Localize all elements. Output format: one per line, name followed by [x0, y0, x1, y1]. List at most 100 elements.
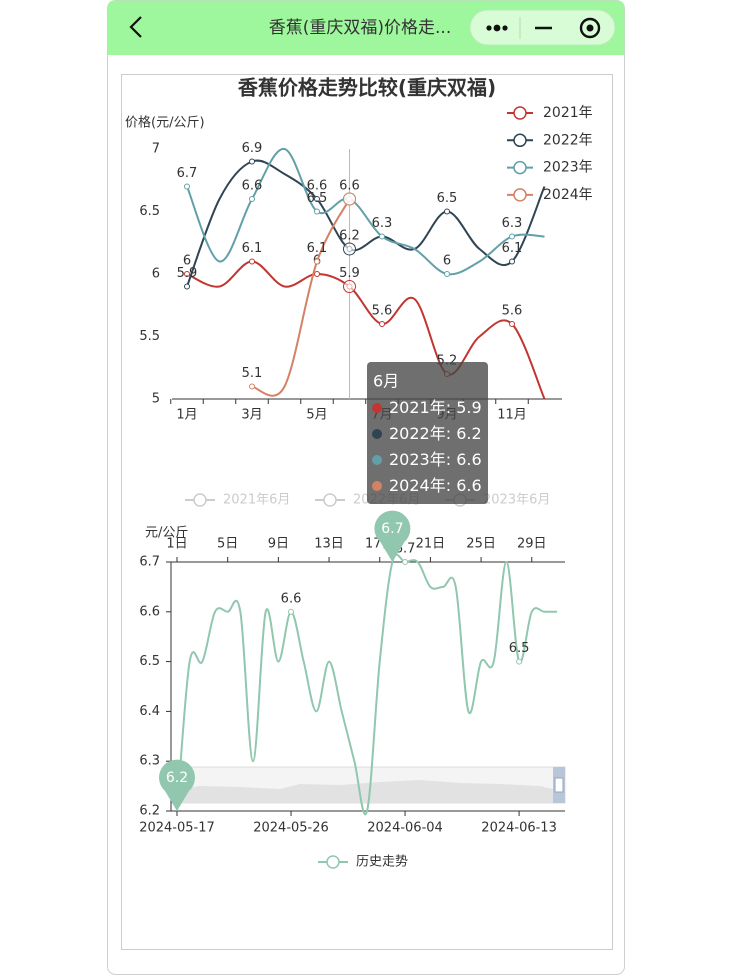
data-point — [314, 208, 320, 215]
y-tick-label: 6 — [152, 267, 160, 282]
x-tick-label: 2024-05-17 — [139, 821, 215, 836]
data-point — [184, 271, 190, 277]
data-label: 6 — [183, 254, 191, 269]
tooltip-line: 2022年: 6.2 — [389, 424, 482, 443]
legend-label: 2023年6月 — [483, 493, 550, 508]
charts: 2021年6月2022年6月2023年6月元/公斤6.26.36.46.56.6… — [125, 76, 593, 870]
data-label: 6.5 — [509, 641, 530, 656]
data-point — [509, 258, 515, 265]
data-point — [249, 158, 255, 165]
y-tick-label: 6.5 — [139, 654, 160, 669]
series-line — [176, 553, 558, 816]
legend-label: 2021年6月 — [223, 493, 290, 508]
tooltip-sep: : — [446, 398, 456, 417]
legend-symbol — [513, 160, 527, 175]
more-button[interactable] — [486, 24, 508, 32]
data-label: 6.7 — [177, 166, 198, 181]
x-tick-label: 2024-06-04 — [367, 821, 443, 836]
data-label: 6.1 — [307, 241, 328, 256]
data-point — [509, 233, 515, 240]
x2-tick-label: 21日 — [416, 537, 446, 552]
x2-tick-label: 13日 — [314, 537, 344, 552]
tooltip-dot — [372, 481, 382, 491]
data-label: 5.9 — [339, 266, 360, 281]
data-label: 5.1 — [242, 366, 263, 381]
x-tick-label: 11月 — [497, 408, 527, 423]
tooltip-line: 2024年: 6.6 — [389, 476, 482, 495]
tooltip-value: 6.6 — [456, 450, 481, 469]
tooltip-dot — [372, 429, 382, 439]
data-point — [516, 658, 523, 665]
legend-symbol — [513, 106, 527, 120]
data-point — [444, 271, 450, 277]
legend-symbol — [513, 188, 527, 202]
y-tick-label: 6.4 — [139, 704, 160, 719]
y-tick-label: 5 — [152, 392, 160, 407]
data-label: 6.6 — [339, 179, 360, 194]
chart-title: 香蕉价格走势比较(重庆双福) — [238, 76, 496, 100]
y-tick-label: 7 — [152, 142, 160, 157]
y-tick-label: 6.5 — [139, 204, 160, 219]
hover-point — [343, 192, 356, 206]
tooltip-series: 2022年 — [389, 424, 446, 443]
series-line — [251, 198, 351, 397]
tooltip-sep: : — [446, 476, 456, 495]
marker-pin — [159, 759, 196, 811]
tooltip-dot — [372, 455, 382, 465]
data-label: 5.6 — [372, 304, 393, 319]
legend-symbol — [513, 133, 527, 148]
y-tick-label: 6.2 — [139, 804, 160, 819]
close-button[interactable] — [579, 17, 601, 39]
data-point — [314, 258, 320, 265]
legend-label: 2024年 — [543, 187, 593, 203]
x-tick-label: 1月 — [176, 408, 197, 423]
back-button[interactable] — [129, 16, 142, 38]
data-label: 6.3 — [372, 216, 393, 231]
tooltip-value: 5.9 — [456, 398, 481, 417]
tooltip-dot — [372, 403, 382, 413]
data-label: 6.5 — [437, 191, 458, 206]
y-tick-label: 6.7 — [139, 555, 160, 570]
data-label: 6.6 — [242, 179, 263, 194]
data-label: 6.9 — [242, 141, 263, 156]
legend-symbol — [193, 493, 207, 507]
data-point — [379, 233, 385, 240]
data-label: 6.3 — [502, 216, 523, 231]
tooltip-series: 2024年 — [389, 476, 446, 495]
x2-tick-label: 9日 — [268, 537, 289, 552]
data-zoom — [170, 766, 566, 804]
x2-tick-label: 1日 — [166, 537, 187, 552]
x-tick-label: 2024-05-26 — [253, 821, 329, 836]
tooltip — [367, 362, 488, 504]
x2-tick-label: 25日 — [466, 537, 496, 552]
data-point — [184, 283, 190, 290]
x-tick-label: 2024-06-13 — [481, 821, 557, 836]
tooltip-value: 6.6 — [456, 476, 481, 495]
data-point — [314, 196, 320, 202]
y-tick-label: 5.5 — [139, 329, 160, 344]
data-label: 6.6 — [281, 591, 302, 606]
legend-label: 2022年 — [543, 132, 593, 148]
hover-point — [343, 280, 356, 293]
data-point — [184, 183, 190, 190]
chart-card — [121, 74, 613, 950]
tooltip-series: 2021年 — [389, 398, 446, 417]
data-point — [509, 321, 515, 327]
nav-title: 香蕉(重庆双福)价格走... — [269, 18, 451, 38]
data-label: 6.2 — [339, 229, 360, 244]
legend-symbol — [326, 855, 340, 869]
marker-pin — [374, 510, 411, 562]
data-point — [249, 258, 255, 265]
data-label: 6.5 — [307, 191, 328, 206]
data-label: 6 — [443, 254, 451, 269]
marker-label: 6.7 — [381, 521, 403, 537]
data-label: 6.6 — [307, 179, 328, 194]
legend-symbol — [323, 493, 337, 507]
data-point — [249, 196, 255, 202]
data-point — [444, 208, 450, 215]
hover-point — [343, 242, 356, 256]
tooltip-line: 2023年: 6.6 — [389, 450, 482, 469]
x2-tick-label: 5日 — [217, 537, 238, 552]
